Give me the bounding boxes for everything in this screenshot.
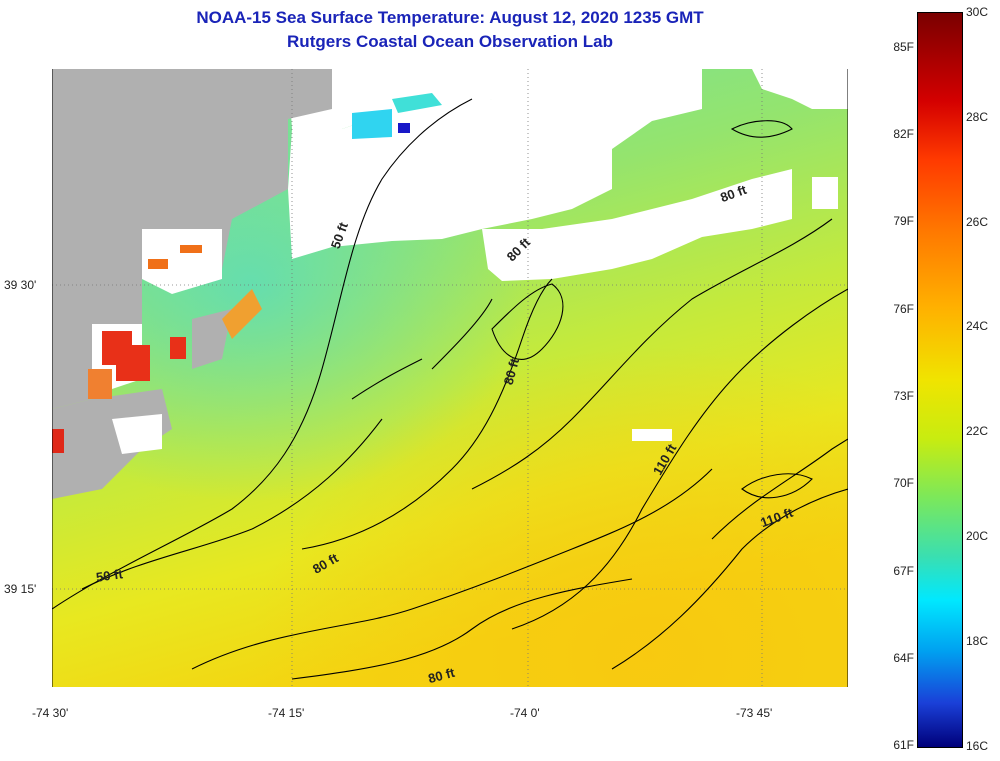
colorbar	[917, 12, 963, 748]
colorbar-f-label: 76F	[893, 302, 914, 316]
sst-map	[52, 69, 848, 687]
y-axis-label: 39 30'	[4, 278, 37, 292]
x-axis-label: -73 45'	[736, 706, 773, 720]
colorbar-f-label: 64F	[893, 651, 914, 665]
y-axis-label: 39 15'	[4, 582, 37, 596]
colorbar-f-label: 73F	[893, 389, 914, 403]
colorbar-c-label: 18C	[966, 634, 989, 648]
x-axis-label: -74 30'	[32, 706, 69, 720]
colorbar-f-label: 79F	[893, 214, 914, 228]
cloud-mask-northeast	[752, 69, 848, 109]
cloud-mask-east	[482, 169, 792, 281]
colorbar-c-label: 16C	[966, 739, 989, 753]
colorbar-f-label: 85F	[893, 40, 914, 54]
colorbar-c-label: 20C	[966, 529, 989, 543]
map-subtitle: Rutgers Coastal Ocean Observation Lab	[287, 32, 613, 51]
colorbar-f-label: 82F	[893, 127, 914, 141]
colorbar-c-label: 30C	[966, 5, 989, 19]
cloud-mask-north	[288, 69, 492, 129]
colorbar-c-label: 26C	[966, 215, 989, 229]
colorbar-f-label: 70F	[893, 476, 914, 490]
colorbar-c-label: 28C	[966, 110, 989, 124]
map-title: NOAA-15 Sea Surface Temperature: August …	[196, 8, 704, 27]
colorbar-c-label: 22C	[966, 424, 989, 438]
x-axis-label: -74 15'	[268, 706, 305, 720]
x-axis-label: -74 0'	[510, 706, 540, 720]
colorbar-f-label: 61F	[893, 738, 914, 752]
colorbar-f-label: 67F	[893, 564, 914, 578]
colorbar-c-label: 24C	[966, 319, 989, 333]
